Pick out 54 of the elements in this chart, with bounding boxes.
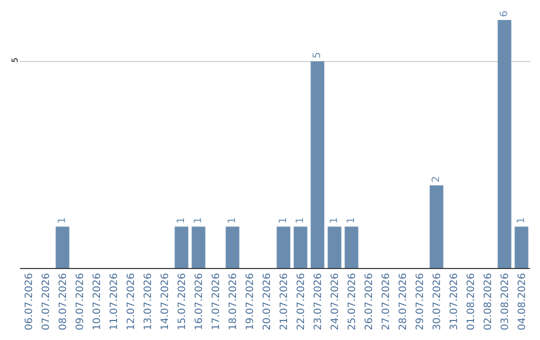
x-tick-label: 31.07.2026 — [448, 273, 460, 330]
x-tick-label: 01.08.2026 — [466, 273, 477, 330]
data-label: 1 — [278, 217, 289, 224]
data-label: 2 — [431, 176, 442, 182]
bar — [192, 226, 206, 268]
x-tick-label: 03.08.2026 — [500, 273, 511, 330]
x-tick-label: 23.07.2026 — [312, 273, 324, 330]
data-label: 5 — [312, 52, 323, 58]
x-tick-label: 27.07.2026 — [380, 273, 392, 330]
bar — [430, 185, 444, 268]
x-tick-label: 29.07.2026 — [414, 273, 426, 330]
bar — [56, 226, 70, 268]
data-label: 6 — [499, 10, 510, 17]
bar — [344, 226, 358, 268]
x-tick-label: 28.07.2026 — [398, 273, 409, 330]
bar — [226, 226, 240, 268]
bar — [276, 226, 290, 268]
x-tick-label: 21.07.2026 — [278, 273, 290, 330]
x-tick-label: 07.07.2026 — [40, 273, 52, 330]
x-tick-label: 06.07.2026 — [24, 273, 35, 330]
x-tick-label: 26.07.2026 — [364, 273, 375, 330]
x-tick-label: 10.07.2026 — [92, 273, 103, 330]
bar — [514, 226, 528, 268]
data-label: 1 — [57, 217, 68, 224]
x-tick-label: 08.07.2026 — [58, 273, 69, 330]
x-tick-label: 24.07.2026 — [330, 273, 341, 330]
bar — [294, 226, 308, 268]
x-tick-label: 18.07.2026 — [228, 273, 239, 330]
bar — [498, 20, 512, 268]
data-label: 1 — [193, 217, 204, 224]
bar — [310, 61, 324, 268]
data-label: 1 — [176, 217, 187, 224]
data-label: 1 — [346, 217, 357, 224]
x-tick-label: 11.07.2026 — [108, 273, 120, 330]
x-tick-label: 15.07.2026 — [176, 273, 188, 330]
x-tick-label: 02.08.2026 — [482, 273, 494, 330]
x-tick-label: 22.07.2026 — [296, 273, 307, 330]
x-tick-label: 16.07.2026 — [194, 273, 205, 330]
bar — [328, 226, 342, 268]
x-tick-label: 20.07.2026 — [262, 273, 273, 330]
x-tick-label: 12.07.2026 — [126, 273, 137, 330]
x-tick-label: 19.07.2026 — [244, 273, 256, 330]
data-label: 1 — [516, 217, 527, 224]
x-tick-label: 30.07.2026 — [432, 273, 443, 330]
x-tick-label: 25.07.2026 — [346, 273, 358, 330]
x-tick-label: 13.07.2026 — [142, 273, 154, 330]
x-tick-label: 04.08.2026 — [516, 273, 528, 330]
x-tick-label: 14.07.2026 — [160, 273, 171, 330]
x-tick-label: 09.07.2026 — [74, 273, 86, 330]
data-label: 1 — [227, 217, 238, 224]
data-label: 1 — [329, 217, 340, 224]
x-tick-label: 17.07.2026 — [210, 273, 222, 330]
data-label: 1 — [295, 217, 306, 224]
bar — [174, 226, 188, 268]
